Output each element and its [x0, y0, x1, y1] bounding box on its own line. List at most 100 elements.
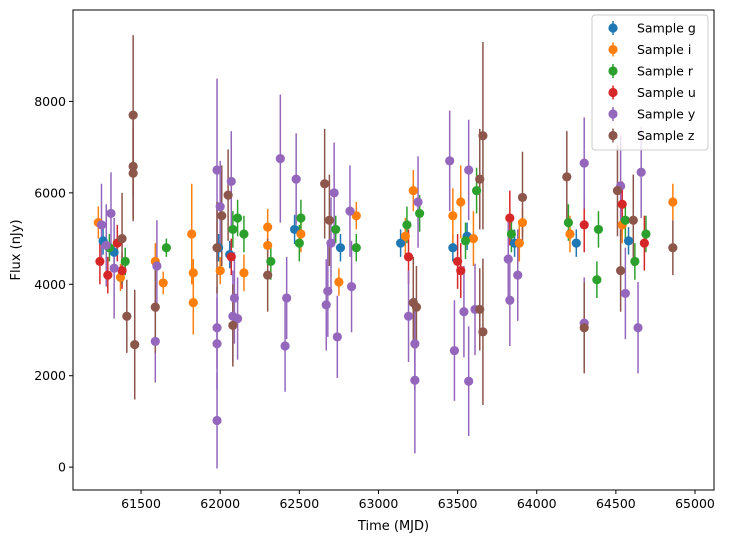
data-point: [565, 229, 575, 239]
data-point: [396, 238, 406, 248]
data-point: [668, 243, 678, 253]
data-point: [517, 217, 528, 228]
legend-marker: [608, 23, 618, 33]
data-point: [620, 215, 630, 225]
data-point: [320, 179, 330, 189]
legend-label: Sample y: [637, 107, 696, 122]
data-point: [617, 199, 627, 209]
data-point: [475, 174, 485, 184]
data-point: [514, 238, 524, 248]
data-point: [212, 243, 222, 253]
data-point: [323, 286, 333, 296]
data-point: [275, 153, 285, 164]
data-point: [410, 375, 420, 385]
data-point: [403, 311, 414, 321]
data-point: [188, 297, 198, 308]
x-tick-label: 63000: [359, 496, 399, 511]
data-point: [101, 240, 111, 251]
data-point: [150, 302, 160, 312]
data-point: [351, 243, 361, 253]
data-point: [334, 277, 344, 287]
y-axis-label: Flux (nJy): [9, 219, 24, 280]
data-point: [187, 229, 197, 239]
x-tick-label: 65000: [675, 496, 715, 511]
data-point: [150, 336, 160, 347]
data-point: [628, 215, 638, 225]
data-point: [96, 220, 107, 230]
data-point: [329, 188, 339, 198]
data-point: [128, 110, 138, 120]
data-point: [228, 320, 238, 331]
y-tick-label: 4000: [34, 277, 66, 292]
data-point: [464, 376, 474, 386]
data-point: [280, 341, 290, 351]
data-point: [345, 206, 355, 216]
data-point: [636, 167, 646, 177]
data-point: [456, 197, 466, 207]
data-point: [212, 339, 222, 349]
y-axis-ticks: 0 2000 4000 6000 8000: [34, 94, 73, 475]
data-point: [579, 220, 589, 230]
data-point: [95, 256, 105, 267]
data-point: [403, 252, 414, 262]
data-point: [263, 222, 273, 232]
legend-label: Sample i: [637, 42, 691, 57]
x-tick-label: 64500: [596, 496, 636, 511]
data-point: [456, 265, 466, 276]
data-point: [152, 261, 162, 271]
data-point: [233, 213, 243, 223]
legend-label: Sample r: [637, 64, 694, 79]
x-tick-label: 61500: [121, 496, 161, 511]
data-point: [445, 156, 455, 166]
data-point: [296, 213, 306, 223]
data-point: [115, 272, 126, 283]
data-point: [641, 229, 651, 239]
data-point: [122, 311, 132, 321]
data-point: [616, 265, 626, 276]
data-point: [400, 231, 410, 241]
data-point: [158, 278, 168, 288]
data-point: [668, 197, 678, 207]
data-point: [562, 172, 572, 182]
data-point: [579, 158, 589, 168]
data-point: [106, 208, 116, 219]
data-point: [513, 270, 523, 280]
data-point: [571, 238, 581, 248]
data-point: [459, 307, 469, 317]
data-point: [233, 313, 243, 324]
x-axis-ticks: 61500 62000 62500 63000 63500 64000 64500 65000: [121, 490, 715, 511]
data-point: [332, 332, 342, 342]
data-point: [239, 229, 249, 239]
data-point: [351, 211, 361, 221]
data-point: [410, 339, 420, 349]
data-point: [592, 275, 602, 285]
legend-label: Sample g: [637, 21, 696, 36]
data-point: [579, 323, 589, 333]
data-point: [475, 304, 485, 315]
data-point: [103, 270, 113, 280]
data-point: [448, 211, 458, 221]
data-point: [212, 415, 222, 426]
data-point: [239, 268, 249, 278]
legend-marker: [608, 66, 618, 76]
data-point: [448, 243, 458, 253]
legend-marker: [608, 44, 618, 55]
data-point: [506, 229, 517, 239]
data-point: [408, 185, 418, 196]
x-tick-label: 63500: [438, 496, 478, 511]
data-point: [215, 201, 225, 212]
legend: Sample g Sample i Sample r Sample u Sample y…: [591, 14, 709, 151]
data-point: [289, 224, 300, 235]
data-point: [117, 233, 127, 244]
data-point: [505, 213, 515, 223]
data-point: [630, 256, 640, 267]
data-point: [468, 233, 479, 244]
data-point: [593, 224, 604, 235]
plot-frame: [72, 9, 715, 491]
data-point: [294, 238, 304, 248]
data-point: [291, 174, 301, 184]
y-tick-label: 8000: [34, 94, 66, 109]
data-point: [411, 302, 422, 312]
data-point: [478, 327, 488, 337]
x-tick-label: 62000: [200, 496, 240, 511]
